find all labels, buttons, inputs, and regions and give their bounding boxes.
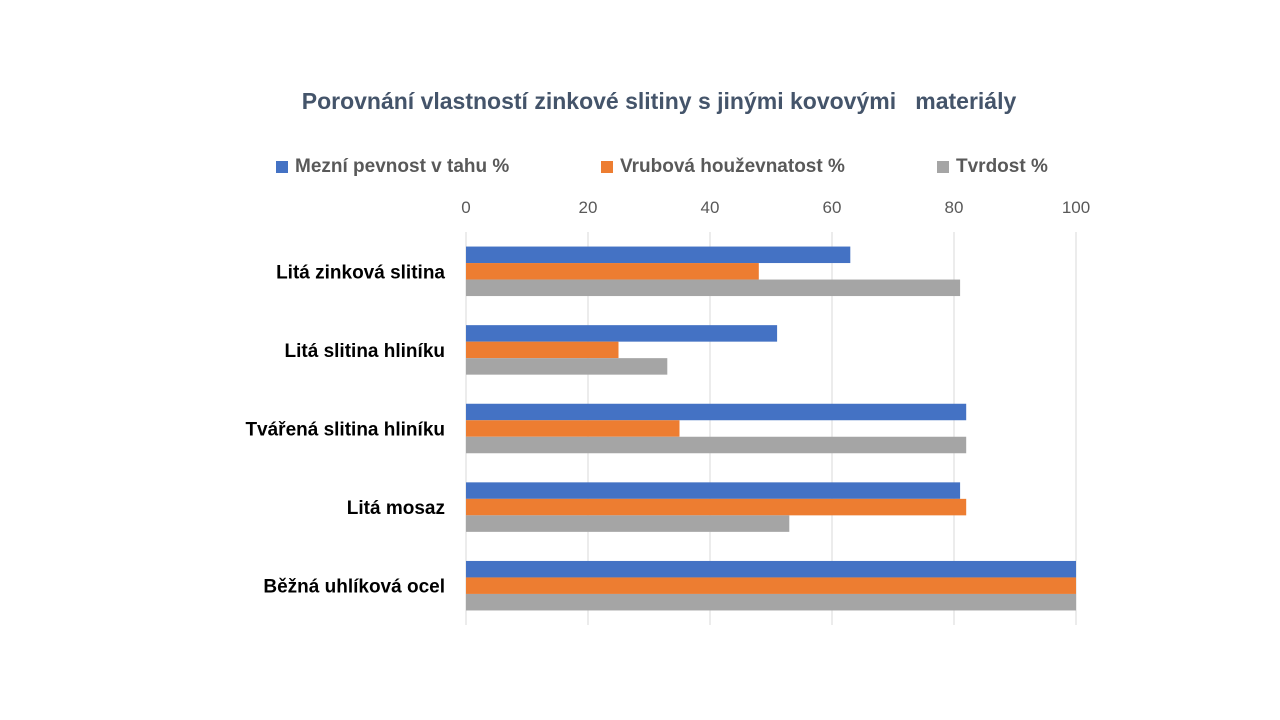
- legend-swatch-tensile-strength: [276, 161, 288, 173]
- bar-series-1-category-2: [466, 420, 680, 437]
- bar-series-0-category-4: [466, 560, 1076, 578]
- x-tick-labels: 0 20 40 60 80 100: [461, 198, 1090, 217]
- legend-swatch-hardness: [937, 161, 949, 173]
- bar-series-0-category-2: [466, 403, 967, 421]
- x-tick-label: 0: [461, 198, 470, 217]
- bar-series-0-category-1: [466, 325, 778, 342]
- x-tick-label: 100: [1062, 198, 1090, 217]
- bar-series-0-category-0: [466, 246, 851, 264]
- bar-series-2-category-4: [466, 593, 1076, 611]
- bar-series-2-category-3: [466, 515, 790, 532]
- bar-series-1-category-3: [466, 498, 967, 516]
- legend-swatch-notch-toughness: [601, 161, 613, 173]
- x-tick-label: 60: [823, 198, 842, 217]
- category-label: Tvářená slitina hliníku: [245, 420, 445, 441]
- legend-label-hardness: Tvrdost %: [956, 156, 1048, 177]
- category-label: Litá zinková slitina: [276, 262, 445, 283]
- legend-label-notch-toughness: Vrubová houževnatost %: [620, 156, 845, 177]
- category-label: Litá mosaz: [347, 498, 445, 519]
- bar-series-2-category-2: [466, 436, 967, 454]
- bar-series-2-category-0: [466, 279, 961, 297]
- category-label: Litá slitina hliníku: [285, 341, 445, 362]
- bar-series-2-category-1: [466, 358, 668, 375]
- chart-title: Porovnání vlastností zinkové slitiny s j…: [301, 88, 1017, 114]
- bars: [466, 246, 1076, 611]
- category-label: Běžná uhlíková ocel: [263, 577, 445, 598]
- legend-item-tensile-strength: Mezní pevnost v tahu %: [276, 155, 509, 179]
- category-labels: Litá zinková slitina Litá slitina hliníku…: [245, 262, 445, 597]
- legend-item-hardness: Tvrdost %: [937, 155, 1048, 179]
- bar-series-1-category-1: [466, 341, 619, 359]
- x-tick-label: 80: [945, 198, 964, 217]
- bar-series-0-category-3: [466, 482, 961, 499]
- legend-item-notch-toughness: Vrubová houževnatost %: [601, 155, 845, 179]
- x-tick-label: 20: [579, 198, 598, 217]
- bar-series-1-category-0: [466, 263, 759, 280]
- x-tick-label: 40: [701, 198, 720, 217]
- legend-label-tensile-strength: Mezní pevnost v tahu %: [295, 156, 510, 177]
- bar-series-1-category-4: [466, 577, 1076, 594]
